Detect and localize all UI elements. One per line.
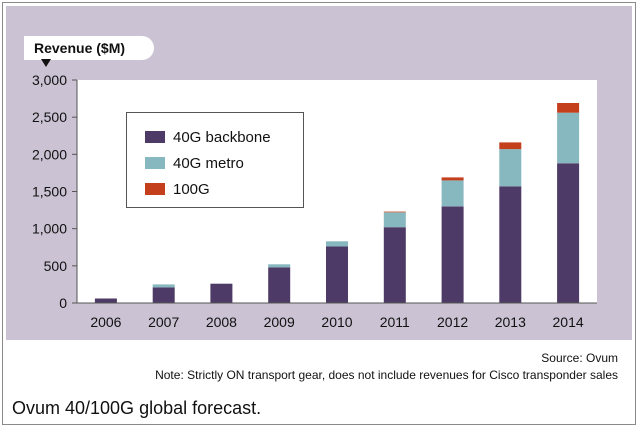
y-tick-label: 1,000 <box>32 221 67 237</box>
x-tick-label: 2012 <box>437 314 468 330</box>
bar-2012-100g <box>441 177 464 181</box>
bar-2008-40g-backbone <box>210 283 233 303</box>
legend: 40G backbone 40G metro 100G <box>126 112 304 208</box>
bar-2014-40g-backbone <box>557 163 580 303</box>
legend-swatch <box>145 157 165 169</box>
bar-2007-40g-backbone <box>152 287 175 303</box>
bar-2013-40g-metro <box>499 149 522 187</box>
y-tick-label: 2,500 <box>32 109 67 125</box>
bar-2006-40g-backbone <box>94 298 117 303</box>
legend-swatch <box>145 131 165 143</box>
y-tick-label: 2,000 <box>32 146 67 162</box>
footnote: Note: Strictly ON transport gear, does n… <box>155 368 618 382</box>
x-tick-label: 2007 <box>148 314 179 330</box>
bar-2011-40g-metro <box>383 212 406 228</box>
x-tick-label: 2011 <box>380 314 410 330</box>
y-tick-label: 3,000 <box>32 72 67 88</box>
bar-2013-40g-backbone <box>499 186 522 303</box>
bar-2014-40g-metro <box>557 112 580 164</box>
legend-label: 100G <box>173 180 210 198</box>
legend-label: 40G metro <box>173 154 244 172</box>
y-axis-arrow-icon <box>41 59 51 67</box>
bar-2010-40g-backbone <box>326 246 348 303</box>
bar-2009-40g-backbone <box>268 267 291 303</box>
source-note: Source: Ovum <box>541 351 618 365</box>
y-axis-label: Revenue ($M) <box>24 36 154 60</box>
y-tick-label: 500 <box>44 258 68 274</box>
bar-2012-40g-metro <box>441 180 464 207</box>
figure-caption: Ovum 40/100G global forecast. <box>12 398 262 418</box>
legend-item-40g-metro: 40G metro <box>145 153 244 173</box>
bar-2014-100g <box>557 103 580 113</box>
bar-2009-40g-metro <box>268 264 291 268</box>
bar-2011-40g-backbone <box>383 227 406 303</box>
x-tick-label: 2014 <box>553 314 584 330</box>
x-tick-label: 2013 <box>495 314 526 330</box>
y-tick-label: 1,500 <box>32 184 67 200</box>
x-tick-label: 2010 <box>321 314 352 330</box>
legend-item-100g: 100G <box>145 179 210 199</box>
x-tick-label: 2008 <box>206 314 237 330</box>
legend-label: 40G backbone <box>173 128 271 146</box>
bar-group <box>94 103 580 303</box>
bar-2011-100g <box>383 211 406 213</box>
bar-2007-40g-metro <box>152 284 175 288</box>
y-tick-labels: 0 500 1,000 1,500 2,000 2,500 3,000 <box>32 72 77 311</box>
legend-swatch <box>145 183 165 195</box>
x-tick-label: 2006 <box>90 314 121 330</box>
legend-item-40g-backbone: 40G backbone <box>145 127 271 147</box>
bar-2013-100g <box>499 142 522 150</box>
x-tick-label: 2009 <box>264 314 295 330</box>
x-tick-labels: 2006 2007 2008 2009 2010 2011 2012 2013 2014 <box>90 314 584 330</box>
y-tick-label: 0 <box>59 295 67 311</box>
bar-2010-40g-metro <box>326 241 348 247</box>
bar-2012-40g-backbone <box>441 206 464 303</box>
